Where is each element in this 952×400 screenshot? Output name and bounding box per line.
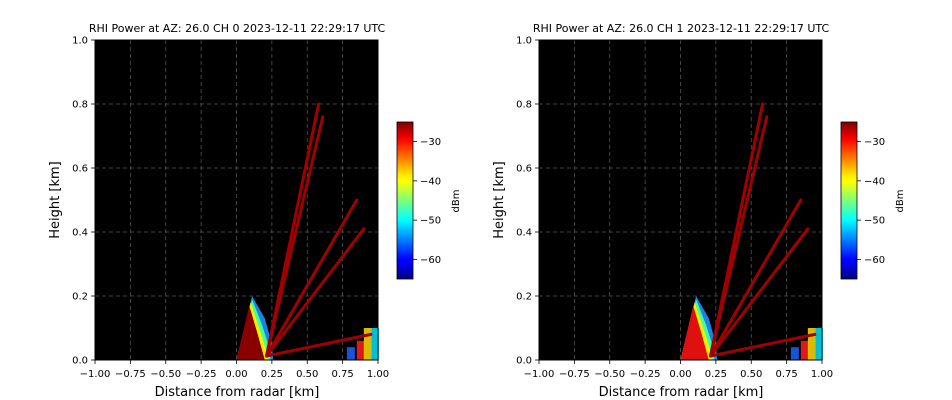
rays bbox=[265, 102, 373, 358]
x-tick-label: 0.75 bbox=[775, 369, 797, 380]
rhi-panel-ch1: RHI Power at AZ: 26.0 CH 1 2023-12-11 22… bbox=[492, 22, 906, 400]
y-tick-label: 0.8 bbox=[72, 100, 88, 111]
clutter-patch bbox=[370, 328, 379, 360]
echo-core bbox=[680, 305, 709, 360]
y-axis: 0.0 0.2 0.4 0.6 0.8 1.0 bbox=[72, 36, 95, 367]
ray bbox=[265, 198, 359, 358]
ray bbox=[265, 332, 373, 358]
grid bbox=[539, 40, 822, 360]
chart-title: RHI Power at AZ: 26.0 CH 0 2023-12-11 22… bbox=[89, 22, 386, 35]
y-tick-label: 0.2 bbox=[516, 292, 532, 303]
x-tick-label: 1.00 bbox=[367, 369, 389, 380]
plot-area bbox=[539, 40, 822, 360]
echo-region bbox=[236, 296, 379, 360]
y-tick-label: 1.0 bbox=[72, 36, 88, 47]
colorbar-tick-label: −40 bbox=[420, 176, 441, 187]
ray bbox=[265, 115, 325, 358]
x-tick-label: 0.75 bbox=[331, 369, 353, 380]
plot-area bbox=[95, 40, 378, 360]
x-tick-label: 1.00 bbox=[811, 369, 833, 380]
x-axis: −1.00 −0.75 −0.50 −0.25 0.00 0.25 0.50 0.75 1.00 bbox=[80, 360, 389, 380]
x-tick-label: −0.25 bbox=[630, 369, 661, 380]
y-axis: 0.0 0.2 0.4 0.6 0.8 1.0 bbox=[516, 36, 539, 367]
x-axis-label: Distance from radar [km] bbox=[155, 385, 320, 400]
ray bbox=[709, 198, 803, 358]
grid bbox=[95, 40, 378, 360]
ray bbox=[709, 332, 817, 358]
y-tick-label: 0.4 bbox=[516, 228, 532, 239]
echo-region bbox=[680, 296, 823, 360]
colorbar-tick-label: −50 bbox=[420, 216, 441, 227]
colorbar-label: dBm bbox=[451, 190, 462, 213]
colorbar-tick-label: −40 bbox=[864, 176, 885, 187]
clutter-patch bbox=[807, 328, 816, 360]
ray bbox=[265, 227, 366, 358]
x-tick-label: 0.50 bbox=[740, 369, 762, 380]
colorbar-scale bbox=[396, 121, 414, 280]
y-tick-label: 0.8 bbox=[516, 100, 532, 111]
y-tick-label: 0.4 bbox=[72, 228, 88, 239]
x-tick-label: −0.50 bbox=[150, 369, 181, 380]
y-tick-label: 0.2 bbox=[72, 292, 88, 303]
y-axis-label: Height [km] bbox=[492, 161, 507, 238]
colorbar-tick-label: −60 bbox=[864, 255, 885, 266]
ray bbox=[709, 115, 769, 358]
clutter-patch bbox=[363, 328, 372, 360]
y-tick-label: 0.0 bbox=[72, 356, 88, 367]
x-tick-label: −1.00 bbox=[80, 369, 111, 380]
x-tick-label: 0.25 bbox=[261, 369, 283, 380]
colorbar: −30 −40 −50 −60 dBm bbox=[840, 121, 906, 280]
x-axis-label: Distance from radar [km] bbox=[599, 385, 764, 400]
y-tick-label: 0.6 bbox=[516, 164, 532, 175]
x-tick-label: −0.25 bbox=[186, 369, 217, 380]
y-axis-label: Height [km] bbox=[48, 161, 63, 238]
chart-title: RHI Power at AZ: 26.0 CH 1 2023-12-11 22… bbox=[533, 22, 830, 35]
clutter-patch bbox=[814, 328, 823, 360]
x-tick-label: −0.75 bbox=[115, 369, 146, 380]
rhi-panel-ch0: RHI Power at AZ: 26.0 CH 0 2023-12-11 22… bbox=[48, 22, 462, 400]
colorbar: −30 −40 −50 −60 dBm bbox=[396, 121, 462, 280]
colorbar-ticks: −30 −40 −50 −60 bbox=[413, 137, 441, 266]
colorbar-tick-label: −60 bbox=[420, 255, 441, 266]
echo-core bbox=[236, 305, 265, 360]
clutter-patch bbox=[800, 340, 809, 360]
colorbar-ticks: −30 −40 −50 −60 bbox=[857, 137, 885, 266]
clutter-patch bbox=[356, 340, 365, 360]
x-tick-label: −0.75 bbox=[559, 369, 590, 380]
colorbar-label: dBm bbox=[895, 190, 906, 213]
x-tick-label: 0.25 bbox=[705, 369, 727, 380]
colorbar-tick-label: −30 bbox=[864, 137, 885, 148]
x-tick-label: 0.00 bbox=[669, 369, 691, 380]
x-tick-label: 0.00 bbox=[225, 369, 247, 380]
colorbar-tick-label: −50 bbox=[864, 216, 885, 227]
ray bbox=[709, 227, 810, 358]
clutter-patch bbox=[346, 347, 355, 360]
rays bbox=[709, 102, 817, 358]
x-axis: −1.00 −0.75 −0.50 −0.25 0.00 0.25 0.50 0.75 1.00 bbox=[524, 360, 833, 380]
y-tick-label: 1.0 bbox=[516, 36, 532, 47]
x-tick-label: −0.50 bbox=[594, 369, 625, 380]
colorbar-scale bbox=[840, 121, 858, 280]
colorbar-tick-label: −30 bbox=[420, 137, 441, 148]
y-tick-label: 0.0 bbox=[516, 356, 532, 367]
clutter-patch bbox=[790, 347, 799, 360]
y-tick-label: 0.6 bbox=[72, 164, 88, 175]
x-tick-label: −1.00 bbox=[524, 369, 555, 380]
x-tick-label: 0.50 bbox=[296, 369, 318, 380]
